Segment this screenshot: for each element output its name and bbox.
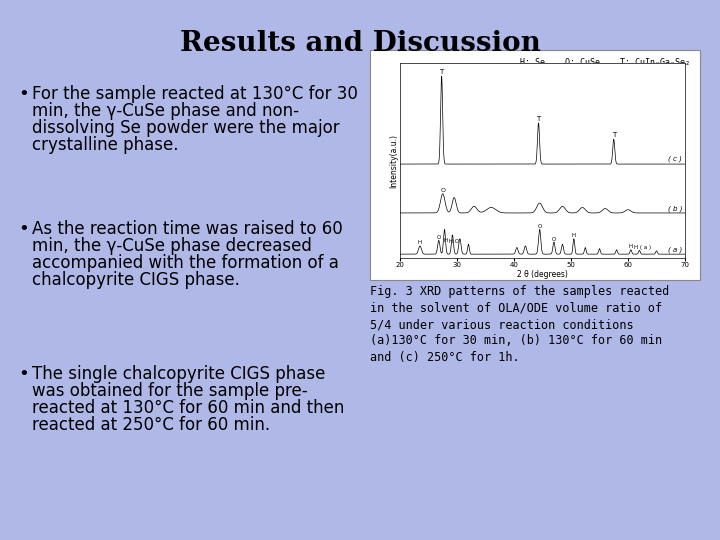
Text: Results and Discussion: Results and Discussion — [179, 30, 541, 57]
Text: accompanied with the formation of a: accompanied with the formation of a — [32, 254, 339, 272]
Text: was obtained for the sample pre-: was obtained for the sample pre- — [32, 382, 307, 400]
Text: T: T — [439, 69, 444, 75]
Text: H O: H O — [449, 239, 459, 244]
Text: ( b ): ( b ) — [667, 205, 682, 212]
Text: min, the γ-CuSe phase decreased: min, the γ-CuSe phase decreased — [32, 237, 312, 255]
Text: H: H — [418, 240, 422, 245]
Text: O: O — [552, 237, 556, 241]
Bar — [370, 50, 700, 280]
Text: The single chalcopyrite CIGS phase: The single chalcopyrite CIGS phase — [32, 365, 325, 383]
Text: reacted at 250°C for 60 min.: reacted at 250°C for 60 min. — [32, 416, 270, 434]
Text: dissolving Se powder were the major: dissolving Se powder were the major — [32, 119, 340, 137]
Text: min, the γ-CuSe phase and non-: min, the γ-CuSe phase and non- — [32, 102, 299, 120]
Text: crystalline phase.: crystalline phase. — [32, 136, 179, 154]
Text: ( a ): ( a ) — [668, 247, 682, 253]
Text: For the sample reacted at 130°C for 30: For the sample reacted at 130°C for 30 — [32, 85, 358, 103]
Text: •: • — [18, 365, 29, 383]
Y-axis label: Intensity(a.u.): Intensity(a.u.) — [390, 133, 399, 187]
Text: T: T — [611, 132, 616, 138]
Text: reacted at 130°C for 60 min and then: reacted at 130°C for 60 min and then — [32, 399, 344, 417]
Text: •: • — [18, 220, 29, 238]
Text: •: • — [18, 85, 29, 103]
Text: H ( a ): H ( a ) — [634, 245, 651, 250]
Text: O: O — [538, 224, 541, 229]
Text: chalcopyrite CIGS phase.: chalcopyrite CIGS phase. — [32, 271, 240, 289]
Text: H: Se    O: CuSe    T: CuInₓGaₓSe₂: H: Se O: CuSe T: CuInₓGaₓSe₂ — [520, 58, 690, 67]
Text: H: H — [444, 238, 448, 243]
Text: As the reaction time was raised to 60: As the reaction time was raised to 60 — [32, 220, 343, 238]
Text: H: H — [572, 233, 576, 238]
Text: Fig. 3 XRD patterns of the samples reacted
in the solvent of OLA/ODE volume rati: Fig. 3 XRD patterns of the samples react… — [370, 285, 670, 364]
Text: T: T — [536, 116, 541, 122]
Text: O: O — [440, 188, 445, 193]
Text: O: O — [436, 235, 441, 240]
X-axis label: 2 θ (degrees): 2 θ (degrees) — [517, 269, 568, 279]
Text: ( c ): ( c ) — [668, 156, 682, 163]
Text: H: H — [629, 244, 633, 249]
